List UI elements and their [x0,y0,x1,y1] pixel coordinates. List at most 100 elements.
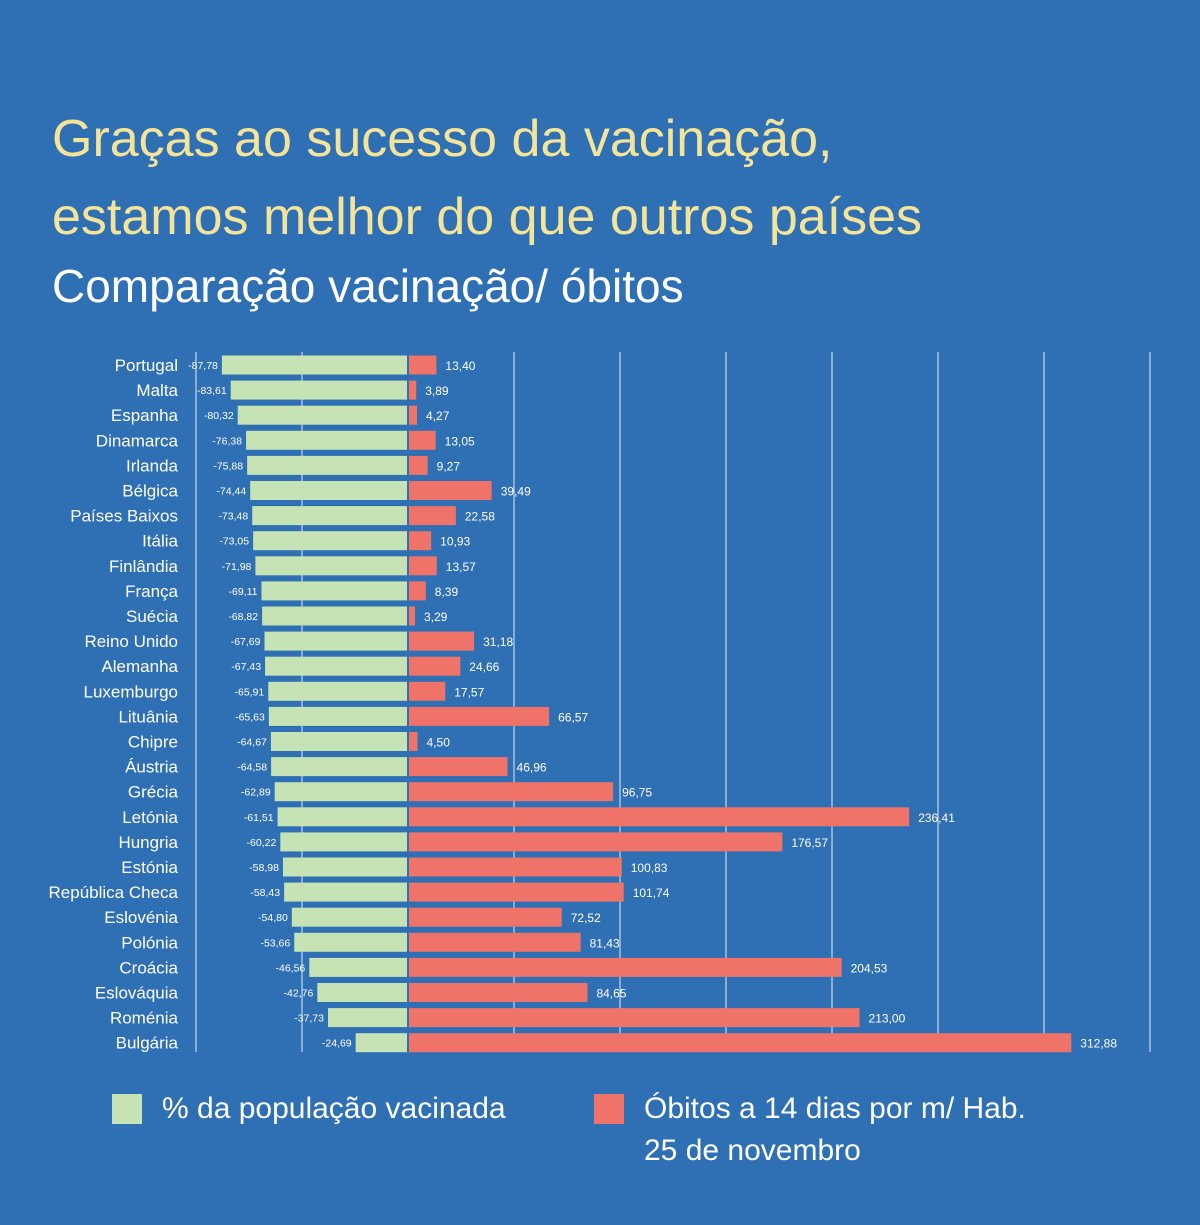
legend-label-deaths: Óbitos a 14 dias por m/ Hab. 25 de novem… [644,1088,1026,1172]
category-label-austria: Áustria [125,758,178,777]
data-label-deaths-eslovenia: 72,52 [571,911,601,925]
data-label-vaccinated-irlanda: -75,88 [213,460,243,472]
data-label-deaths-reino-unido: 31,18 [483,635,513,649]
data-label-deaths-croacia: 204,53 [851,961,888,975]
data-label-vaccinated-finlandia: -71,98 [222,561,252,573]
data-label-vaccinated-chipre: -64,67 [237,737,267,749]
bar-deaths-irlanda [408,455,428,475]
data-label-vaccinated-grecia: -62,89 [241,787,271,799]
bar-vaccinated-romenia [328,1008,408,1028]
data-label-vaccinated-suecia: -68,82 [228,611,258,623]
data-label-deaths-lituania: 66,57 [558,710,588,724]
data-label-deaths-hungria: 176,57 [791,836,828,850]
data-label-deaths-alemanha: 24,66 [469,660,499,674]
bar-vaccinated-luxemburgo [268,681,408,701]
category-label-paises-baixos: Países Baixos [70,507,178,526]
bar-vaccinated-eslovaquia [317,983,408,1002]
data-label-vaccinated-hungria: -60,22 [247,837,277,849]
bar-vaccinated-portugal [221,355,408,375]
bar-chart: Portugal -87,78 13,40 Malta -83,61 3,89 Espanh… [49,352,1151,1053]
page-subtitle: Comparação vacinação/ óbitos [52,260,684,312]
data-label-vaccinated-paises-baixos: -73,48 [218,511,248,523]
bar-vaccinated-belgica [250,481,408,500]
data-label-vaccinated-polonia: -53,66 [260,937,290,949]
bar-vaccinated-austria [271,757,408,777]
data-label-vaccinated-reino-unido: -67,69 [231,636,261,648]
category-label-suecia: Suécia [126,607,179,626]
data-label-deaths-grecia: 96,75 [622,786,652,800]
bar-deaths-malta [408,380,417,400]
bar-deaths-chipre [408,732,418,751]
bar-deaths-bulgaria [408,1033,1072,1053]
data-label-vaccinated-bulgaria: -24,69 [322,1038,352,1050]
data-label-vaccinated-letonia: -61,51 [244,812,274,824]
category-label-portugal: Portugal [115,356,178,375]
data-label-vaccinated-franca: -69,11 [228,586,257,598]
category-label-lituania: Lituânia [118,707,178,726]
category-label-republica-checa: República Checa [49,883,179,902]
data-label-deaths-finlandia: 13,57 [446,560,476,574]
data-label-deaths-romenia: 213,00 [869,1012,906,1026]
data-label-vaccinated-luxemburgo: -65,91 [234,686,264,698]
bar-deaths-austria [408,757,508,777]
bar-deaths-lituania [408,706,550,726]
legend-label-vaccinated: % da população vacinada [162,1092,506,1125]
bar-deaths-dinamarca [408,430,436,450]
bar-deaths-croacia [408,957,842,977]
title-line-1: Graças ao sucesso da vacinação, [52,110,833,168]
bar-deaths-portugal [408,355,437,375]
category-label-croacia: Croácia [119,958,178,977]
bar-deaths-polonia [408,932,581,952]
category-label-eslovenia: Eslovénia [104,908,178,927]
category-label-polonia: Polónia [121,933,178,952]
data-label-vaccinated-dinamarca: -76,38 [212,435,242,447]
data-label-deaths-estonia: 100,83 [631,861,668,875]
bar-deaths-italia [408,531,432,551]
legend-swatch-vaccinated [112,1094,142,1124]
bar-vaccinated-republica-checa [284,882,408,902]
data-label-deaths-italia: 10,93 [440,535,470,549]
category-label-hungria: Hungria [118,833,178,852]
category-label-chipre: Chipre [128,733,178,752]
data-label-vaccinated-austria: -64,58 [237,762,267,774]
bar-vaccinated-croacia [309,957,408,977]
data-label-vaccinated-romenia: -37,73 [294,1013,324,1025]
bar-deaths-belgica [408,481,492,500]
category-label-luxemburgo: Luxemburgo [83,682,178,701]
data-label-vaccinated-malta: -83,61 [197,385,227,397]
data-label-deaths-bulgaria: 312,88 [1080,1037,1117,1051]
bar-vaccinated-eslovenia [291,907,408,927]
data-label-vaccinated-estonia: -58,98 [249,862,279,874]
bar-deaths-reino-unido [408,631,475,651]
category-label-italia: Itália [142,532,178,551]
data-label-deaths-portugal: 13,40 [445,359,475,373]
data-label-vaccinated-portugal: -87,78 [188,360,218,372]
category-label-estonia: Estónia [121,858,178,877]
legend-label-deaths-line-1: Óbitos a 14 dias por m/ Hab. [644,1092,1026,1125]
bar-deaths-republica-checa [408,882,624,902]
bar-vaccinated-suecia [262,606,408,626]
bar-deaths-espanha [408,405,418,425]
category-label-irlanda: Irlanda [126,456,179,475]
bar-vaccinated-grecia [274,782,408,802]
bar-vaccinated-franca [261,581,408,601]
legend-item-vaccinated: % da população vacinada [112,1088,506,1130]
data-label-deaths-dinamarca: 13,05 [445,434,475,448]
data-label-vaccinated-eslovenia: -54,80 [258,912,288,924]
legend-label-deaths-line-2: 25 de novembro [644,1134,861,1167]
data-label-deaths-belgica: 39,49 [501,485,531,499]
bar-deaths-estonia [408,857,622,877]
bar-deaths-suecia [408,606,415,626]
category-label-dinamarca: Dinamarca [96,431,179,450]
legend: % da população vacinada Óbitos a 14 dias… [0,1088,1200,1188]
page-title: Graças ao sucesso da vacinação, estamos … [52,100,1172,256]
data-label-deaths-malta: 3,89 [425,384,449,398]
category-label-alemanha: Alemanha [101,657,178,676]
data-label-deaths-espanha: 4,27 [426,409,450,423]
data-label-deaths-paises-baixos: 22,58 [465,510,495,524]
data-label-vaccinated-lituania: -65,63 [235,711,265,723]
bar-vaccinated-dinamarca [246,430,408,450]
category-label-grecia: Grécia [128,783,179,802]
bar-vaccinated-paises-baixos [252,506,408,526]
data-label-vaccinated-belgica: -74,44 [216,486,246,498]
